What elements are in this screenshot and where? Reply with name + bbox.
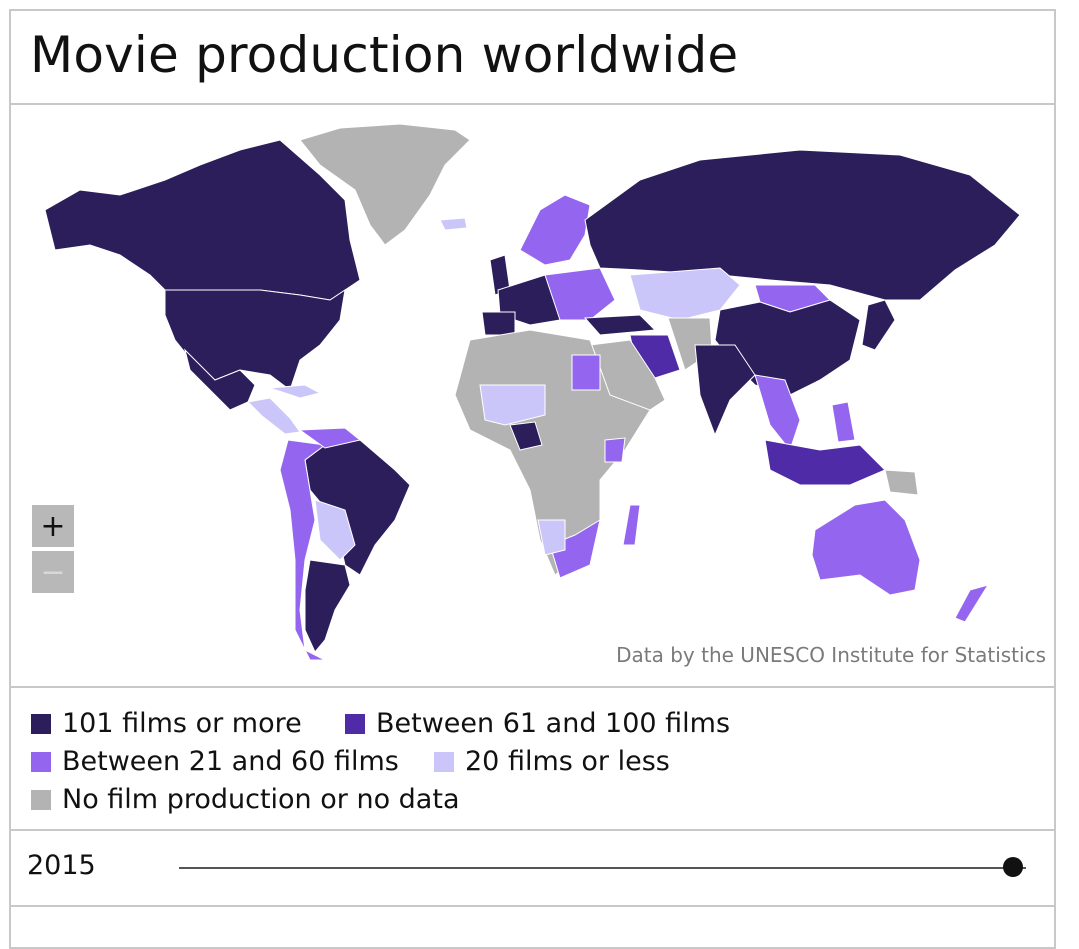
region-central-america[interactable] — [246, 397, 301, 435]
region-india[interactable] — [694, 344, 756, 437]
legend-item-20-or-less: 20 films or less — [434, 746, 670, 777]
region-venezuela[interactable] — [298, 427, 362, 449]
legend-label: No film production or no data — [62, 784, 460, 815]
year-slider-handle[interactable] — [1003, 857, 1023, 877]
region-nigeria[interactable] — [509, 421, 543, 451]
data-credit: Data by the UNESCO Institute for Statist… — [616, 643, 1046, 667]
legend-swatch — [31, 751, 51, 772]
legend-item-21-60: Between 21 and 60 films — [31, 746, 399, 777]
legend-swatch — [345, 713, 365, 734]
region-canada[interactable] — [44, 139, 361, 301]
region-kenya[interactable] — [604, 437, 626, 463]
title-divider — [9, 103, 1056, 105]
region-iberia[interactable] — [481, 311, 516, 336]
region-russia[interactable] — [584, 149, 1021, 301]
region-central-europe[interactable] — [544, 267, 616, 321]
legend-item-61-100: Between 61 and 100 films — [345, 708, 730, 739]
year-slider-track[interactable] — [179, 867, 1026, 869]
legend-swatch — [31, 713, 51, 734]
legend-divider — [9, 686, 1056, 688]
bottom-divider — [9, 905, 1056, 907]
region-south-africa[interactable] — [549, 518, 601, 579]
legend-label: Between 21 and 60 films — [62, 746, 399, 777]
region-angola-namibia[interactable] — [537, 519, 566, 556]
region-png[interactable] — [884, 469, 919, 496]
world-map[interactable] — [11, 106, 1056, 686]
region-usa[interactable] — [164, 288, 346, 391]
region-scandinavia[interactable] — [519, 194, 591, 266]
legend-swatch — [434, 751, 454, 772]
legend-label: 101 films or more — [62, 708, 302, 739]
region-caribbean[interactable] — [269, 384, 322, 399]
region-argentina[interactable] — [304, 559, 351, 653]
region-bolivia-paraguay[interactable] — [314, 499, 356, 561]
legend-item-no-data: No film production or no data — [31, 784, 460, 815]
legend-swatch — [31, 789, 51, 810]
region-japan[interactable] — [861, 299, 896, 351]
legend-item-101-plus: 101 films or more — [31, 708, 302, 739]
legend-label: 20 films or less — [465, 746, 670, 777]
world-map-svg[interactable] — [11, 106, 1056, 686]
region-indonesia[interactable] — [764, 439, 886, 486]
region-west-africa[interactable] — [479, 384, 546, 426]
region-andes[interactable] — [279, 439, 327, 661]
legend-label: Between 61 and 100 films — [376, 708, 731, 739]
region-greenland[interactable] — [299, 123, 471, 246]
year-label: 2015 — [27, 850, 96, 881]
region-australia[interactable] — [811, 499, 921, 596]
region-philippines[interactable] — [831, 401, 856, 443]
region-iceland[interactable] — [439, 217, 468, 231]
slider-divider — [9, 829, 1056, 831]
region-turkey[interactable] — [583, 314, 657, 336]
page-title: Movie production worldwide — [30, 26, 739, 84]
region-se-asia[interactable] — [754, 374, 801, 452]
zoom-in-button[interactable]: + — [32, 505, 74, 547]
region-madagascar[interactable] — [622, 504, 641, 546]
zoom-out-button[interactable]: − — [32, 551, 74, 593]
region-new-zealand[interactable] — [954, 584, 990, 623]
region-egypt[interactable] — [571, 354, 601, 391]
